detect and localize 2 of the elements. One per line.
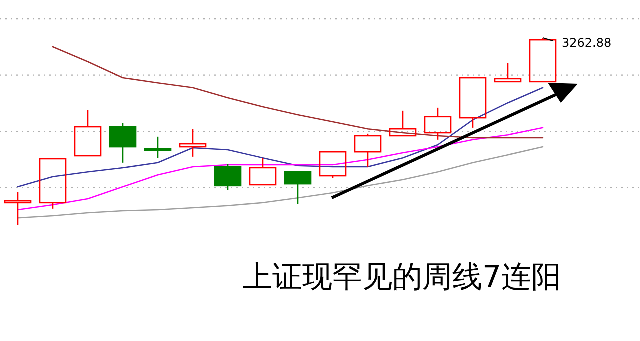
text: 上证现罕见的周线7连阳 xyxy=(242,260,562,295)
text: 3262.88 xyxy=(562,36,612,50)
